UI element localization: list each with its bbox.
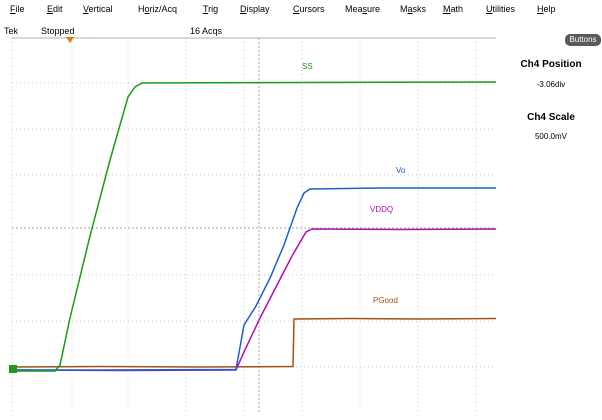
trigger-position-marker[interactable] <box>66 37 74 43</box>
brand-label: Tek <box>4 26 19 36</box>
ch4-scale-heading: Ch4 Scale <box>527 112 575 123</box>
trace-pgood <box>11 317 497 368</box>
graticule-grid <box>11 38 496 414</box>
menu-bar: File Edit Vertical Horiz/Acq Trig Displa… <box>0 0 602 18</box>
buttons-button[interactable]: Buttons <box>565 34 601 46</box>
trace-label-vddq: VDDQ <box>370 205 394 214</box>
trace-ss <box>12 81 497 372</box>
trace-vddq <box>11 228 497 372</box>
menu-file[interactable]: File <box>10 4 25 14</box>
menu-horiz-acq[interactable]: Horiz/Acq <box>138 4 178 14</box>
menu-masks[interactable]: Masks <box>400 4 427 14</box>
status-bar: Tek Stopped 16 Acqs <box>0 24 500 36</box>
trace-label-pgood: PGood <box>373 296 398 305</box>
trace-label-ss: SS <box>302 62 313 71</box>
menu-utilities[interactable]: Utilities <box>486 4 516 14</box>
ch4-position-heading: Ch4 Position <box>520 59 582 70</box>
trace-label-vo: Vo <box>396 166 406 175</box>
menu-vertical[interactable]: Vertical <box>83 4 113 14</box>
menu-math[interactable]: Math <box>443 4 464 14</box>
channel-ground-marker[interactable] <box>9 365 17 373</box>
menu-cursors[interactable]: Cursors <box>293 4 325 14</box>
trace-vo <box>12 187 496 371</box>
menu-help[interactable]: Help <box>537 4 556 14</box>
ch4-position-value[interactable]: -3.06div <box>536 80 566 89</box>
menu-display[interactable]: Display <box>240 4 270 14</box>
menu-measure[interactable]: Measure <box>345 4 381 14</box>
acquisition-count: 16 Acqs <box>190 26 223 36</box>
ch4-scale-value[interactable]: 500.0mV <box>534 132 568 141</box>
menu-edit[interactable]: Edit <box>47 4 63 14</box>
menu-trig[interactable]: Trig <box>203 4 219 14</box>
run-state: Stopped <box>41 26 75 36</box>
graticule-center-axes <box>12 38 496 414</box>
